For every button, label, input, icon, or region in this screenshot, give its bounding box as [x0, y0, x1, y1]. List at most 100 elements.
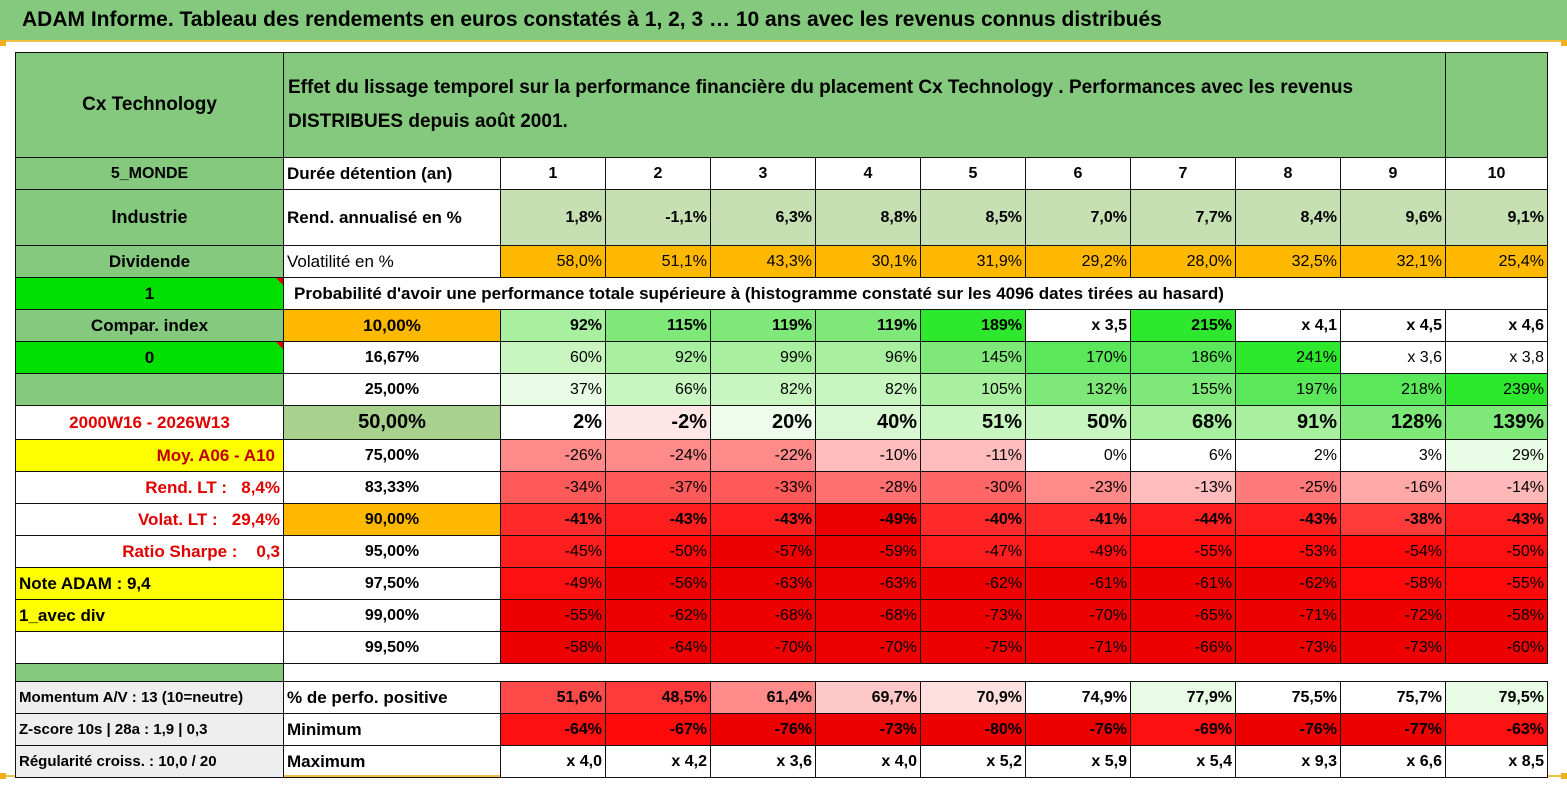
percentile-cell: -11% [920, 439, 1026, 472]
percentile-cell: -14% [1445, 471, 1548, 504]
percentile-cell: -37% [605, 471, 711, 504]
sharpe-value: 0,3 [256, 541, 280, 561]
regularite-label: Régularité croiss. : 10,0 / 20 [15, 745, 284, 778]
sharpe-label: Ratio Sharpe : [122, 541, 238, 561]
vol-cell: 43,3% [710, 245, 816, 278]
percentile-cell: 119% [815, 309, 921, 342]
percentile-cell: -2% [605, 405, 711, 440]
header-description: Effet du lissage temporel sur la perform… [283, 52, 1446, 158]
flag-one[interactable]: 1 [15, 277, 284, 310]
percentile-cell: 218% [1340, 373, 1446, 406]
percentile-cell: -68% [710, 599, 816, 632]
percentile-cell: -16% [1340, 471, 1446, 504]
duration-label: Durée détention (an) [283, 157, 501, 190]
minimum-cell: -69% [1130, 713, 1236, 746]
positive-cell: 75,5% [1235, 681, 1341, 714]
percentile-cell: -50% [605, 535, 711, 568]
percentile-cell: 6% [1130, 439, 1236, 472]
positive-cell: 75,7% [1340, 681, 1446, 714]
duration-header: 6 [1025, 157, 1131, 190]
zone-label: 5_MONDE [15, 157, 284, 190]
percentile-cell: 91% [1235, 405, 1341, 440]
percentile-cell: 239% [1445, 373, 1548, 406]
flag-zero[interactable]: 0 [15, 341, 284, 374]
percentile-label: 16,67% [283, 341, 501, 374]
percentile-cell: 92% [500, 309, 606, 342]
header-filler [1445, 52, 1548, 158]
volat-lt: Volat. LT : 29,4% [15, 503, 284, 536]
percentile-cell: -64% [605, 631, 711, 664]
positive-cell: 48,5% [605, 681, 711, 714]
rend-cell: 9,1% [1445, 189, 1548, 246]
percentile-cell: -49% [815, 503, 921, 536]
percentile-label: 99,00% [283, 599, 501, 632]
percentile-cell: -26% [500, 439, 606, 472]
frame-handle [0, 40, 6, 46]
percentile-cell: -45% [500, 535, 606, 568]
percentile-cell: 50% [1025, 405, 1131, 440]
percentile-cell: 99% [710, 341, 816, 374]
percentile-cell: 215% [1130, 309, 1236, 342]
percentile-label: 75,00% [283, 439, 501, 472]
percentile-cell: -63% [710, 567, 816, 600]
probability-filler [1445, 277, 1548, 310]
percentile-cell: -24% [605, 439, 711, 472]
zscore-label: Z-score 10s | 28a : 1,9 | 0,3 [15, 713, 284, 746]
maximum-cell: x 6,6 [1340, 745, 1446, 778]
percentile-cell: 145% [920, 341, 1026, 374]
empty-side-cell [15, 373, 284, 406]
period-label: 2000W16 - 2026W13 [15, 405, 284, 440]
percentile-cell: -68% [815, 599, 921, 632]
percentile-cell: 82% [815, 373, 921, 406]
percentile-cell: -23% [1025, 471, 1131, 504]
percentile-cell: -55% [1130, 535, 1236, 568]
percentile-cell: -60% [1445, 631, 1548, 664]
percentile-cell: 82% [710, 373, 816, 406]
rend-cell: -1,1% [605, 189, 711, 246]
frame-line-top [0, 40, 1567, 42]
rend-cell: 8,5% [920, 189, 1026, 246]
percentile-cell: 96% [815, 341, 921, 374]
percentile-cell: -73% [1340, 631, 1446, 664]
percentile-cell: 105% [920, 373, 1026, 406]
positive-label: % de perfo. positive [283, 681, 501, 714]
percentile-cell: -22% [710, 439, 816, 472]
percentile-label: 95,00% [283, 535, 501, 568]
minimum-cell: -76% [1235, 713, 1341, 746]
minimum-cell: -76% [710, 713, 816, 746]
sector-label: Industrie [15, 189, 284, 246]
percentile-cell: -54% [1340, 535, 1446, 568]
positive-cell: 79,5% [1445, 681, 1548, 714]
percentile-cell: 132% [1025, 373, 1131, 406]
percentile-cell: -30% [920, 471, 1026, 504]
percentile-cell: -71% [1025, 631, 1131, 664]
percentile-cell: -33% [710, 471, 816, 504]
percentile-cell: -43% [710, 503, 816, 536]
percentile-label: 97,50% [283, 567, 501, 600]
rend-cell: 8,8% [815, 189, 921, 246]
percentile-cell: 37% [500, 373, 606, 406]
rend-cell: 7,7% [1130, 189, 1236, 246]
probability-title: Probabilité d'avoir une performance tota… [283, 277, 1446, 310]
positive-cell: 69,7% [815, 681, 921, 714]
rend-cell: 8,4% [1235, 189, 1341, 246]
percentile-label: 99,50% [283, 631, 501, 664]
percentile-cell: -72% [1340, 599, 1446, 632]
compar-label: Compar. index [15, 309, 284, 342]
percentile-cell: x 4,6 [1445, 309, 1548, 342]
vol-cell: 32,1% [1340, 245, 1446, 278]
vol-cell: 25,4% [1445, 245, 1548, 278]
duration-header: 1 [500, 157, 606, 190]
percentile-cell: -70% [1025, 599, 1131, 632]
positive-cell: 61,4% [710, 681, 816, 714]
percentile-cell: 170% [1025, 341, 1131, 374]
minimum-cell: -77% [1340, 713, 1446, 746]
frame-handle [1561, 40, 1567, 46]
positive-cell: 51,6% [500, 681, 606, 714]
percentile-label: 83,33% [283, 471, 501, 504]
percentile-cell: -61% [1130, 567, 1236, 600]
note-adam: Note ADAM : 9,4 [15, 567, 284, 600]
percentile-cell: -65% [1130, 599, 1236, 632]
percentile-cell: 51% [920, 405, 1026, 440]
percentile-cell: -34% [500, 471, 606, 504]
